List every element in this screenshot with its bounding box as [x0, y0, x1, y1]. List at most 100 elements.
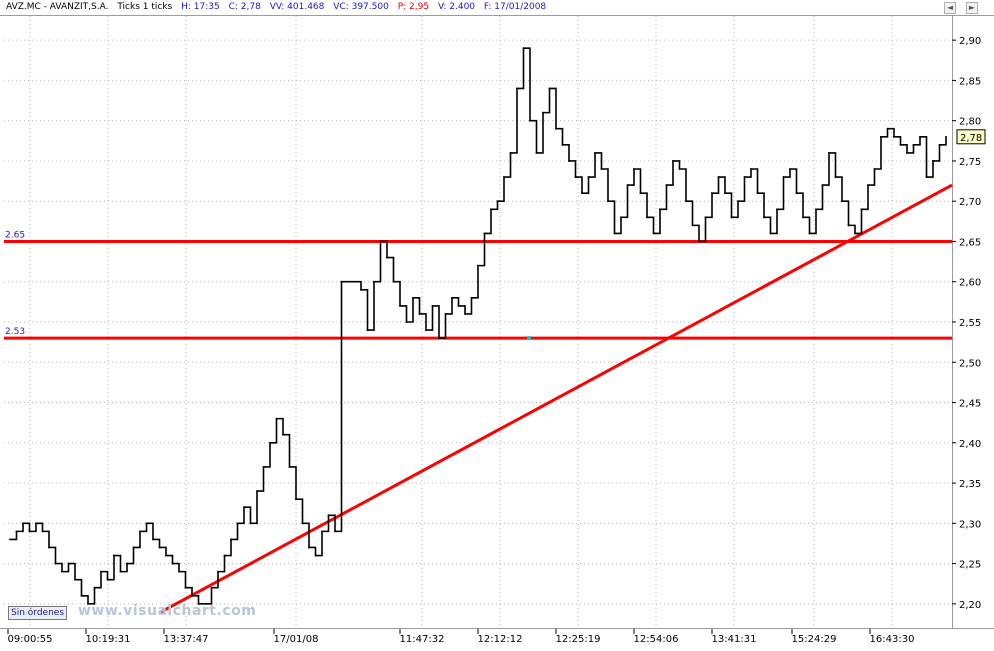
last-price-label: 2,78: [960, 133, 982, 144]
price-point: [893, 135, 895, 138]
price-point: [158, 546, 161, 549]
y-tick-label: 2,25: [959, 560, 981, 571]
price-point: [795, 192, 798, 195]
price-point: [691, 224, 694, 227]
price-point: [763, 216, 765, 219]
price-point: [262, 466, 265, 468]
price-point: [594, 151, 596, 154]
scroll-left-button[interactable]: ◄: [944, 2, 956, 14]
price-point: [470, 296, 473, 299]
price-point: [574, 176, 577, 178]
date-label: F: 17/01/2008: [483, 2, 547, 12]
price-point: [28, 530, 31, 533]
price-point: [847, 224, 850, 227]
price-point: [223, 554, 226, 557]
trendline-layer: [160, 183, 953, 614]
price-point: [652, 232, 655, 235]
price-point: [9, 538, 11, 541]
price-line: [10, 47, 947, 605]
x-tick-label: 17/01/08: [274, 634, 319, 645]
price-point: [659, 208, 661, 211]
price-point: [334, 530, 336, 533]
price-point: [106, 578, 109, 581]
x-tick-label: 10:19:31: [86, 634, 131, 645]
price-point: [496, 200, 499, 203]
y-tick-label: 2,50: [959, 358, 981, 369]
scroll-right-button[interactable]: ►: [966, 2, 978, 14]
price-point: [685, 200, 687, 203]
price-point: [522, 47, 525, 50]
price-point: [236, 522, 239, 525]
price-point: [197, 602, 200, 605]
price-point: [730, 216, 733, 219]
price-point: [308, 546, 310, 549]
price-point: [243, 506, 245, 509]
price-point: [919, 135, 921, 138]
price-point: [841, 200, 843, 203]
price-point: [61, 570, 63, 573]
price-point: [87, 602, 89, 605]
price-point: [815, 208, 817, 211]
price-chart[interactable]: 2.65 2.53 2,20 2,25 2,30 2,35 2,40 2,45 2,50 2,5…: [0, 16, 994, 628]
price-point: [561, 143, 564, 146]
price-point: [633, 168, 635, 170]
price-point: [509, 151, 512, 154]
price-point: [906, 151, 908, 154]
y-tick-label: 2,75: [959, 157, 981, 168]
price-point: [750, 168, 752, 170]
price-point: [873, 168, 876, 170]
price-point: [769, 232, 772, 235]
price-point: [613, 232, 616, 235]
volume-label: V: 2.400: [437, 2, 476, 12]
cursor-marker: [527, 336, 531, 341]
price-point: [438, 337, 440, 340]
price-point: [15, 530, 18, 533]
price-point: [665, 184, 668, 187]
price-point: [724, 192, 726, 195]
price-point: [854, 232, 856, 235]
price-point: [620, 216, 622, 219]
price-point: [418, 313, 421, 315]
support-levels: 2.65 2.53: [4, 230, 952, 341]
price-point: [899, 143, 902, 146]
price-point: [347, 280, 349, 283]
price-point: [178, 570, 180, 573]
price-point: [548, 87, 551, 90]
y-tick-label: 2,35: [959, 479, 981, 490]
support-label-0: 2.65: [5, 230, 25, 240]
trendline: [160, 183, 953, 614]
price-point: [938, 143, 941, 146]
price-point: [711, 192, 713, 195]
y-tick-label: 2,40: [959, 439, 981, 450]
close-label: C: 2,78: [228, 2, 261, 12]
price-point: [366, 329, 369, 331]
price-point: [646, 216, 648, 219]
orders-button[interactable]: Sin órdenes: [8, 606, 68, 620]
x-tick-label: 15:24:29: [792, 634, 837, 645]
price-point: [152, 538, 154, 541]
price-point: [184, 586, 187, 589]
price-point: [48, 546, 50, 549]
price-point: [756, 192, 759, 195]
y-tick-label: 2,60: [959, 278, 981, 289]
price-point: [477, 264, 479, 267]
price-point: [139, 530, 141, 533]
price-point: [353, 280, 356, 283]
price-point: [821, 184, 824, 187]
y-tick-label: 2,70: [959, 197, 981, 208]
price-point: [867, 184, 869, 187]
x-tick-label: 09:00:55: [8, 634, 53, 645]
y-tick-label: 2,80: [959, 117, 981, 128]
price-point: [529, 119, 531, 122]
price-point: [490, 208, 492, 211]
price-point: [360, 288, 362, 291]
y-tick-label: 2,65: [959, 237, 981, 248]
price-point: [67, 562, 70, 565]
price-point: [932, 160, 934, 162]
price-point: [217, 570, 219, 573]
price-point: [288, 466, 291, 468]
price-point: [54, 562, 57, 565]
price-point: [412, 296, 414, 299]
price-point: [191, 594, 193, 597]
price-point: [542, 111, 544, 114]
